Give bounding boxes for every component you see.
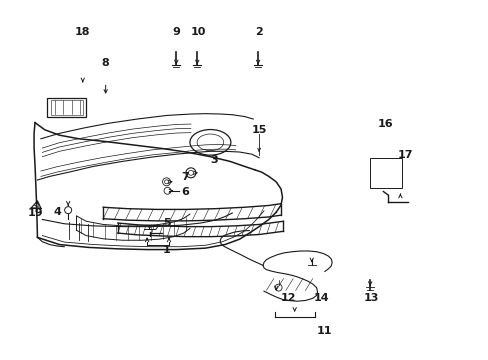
Text: 16: 16 [377, 120, 393, 129]
Text: 3: 3 [210, 155, 218, 165]
Text: 4: 4 [53, 207, 61, 217]
Text: 2: 2 [255, 27, 263, 37]
Text: 7: 7 [181, 172, 188, 183]
Text: 8: 8 [102, 58, 109, 68]
Text: 12: 12 [280, 293, 296, 303]
Text: 17: 17 [397, 150, 412, 160]
Bar [369, 158, 401, 188]
Text: 18: 18 [75, 27, 90, 37]
Text: 15: 15 [251, 125, 266, 135]
Text: 14: 14 [313, 293, 328, 303]
Text: 13: 13 [363, 293, 378, 303]
Text: 5: 5 [163, 218, 170, 228]
Text: 19: 19 [27, 208, 43, 219]
Text: 10: 10 [190, 27, 205, 37]
Bar [51, 100, 82, 115]
Text: 11: 11 [317, 325, 332, 336]
Bar [47, 98, 86, 117]
Text: 9: 9 [172, 27, 180, 37]
Text: 6: 6 [181, 187, 189, 197]
Text: 1: 1 [163, 245, 170, 255]
